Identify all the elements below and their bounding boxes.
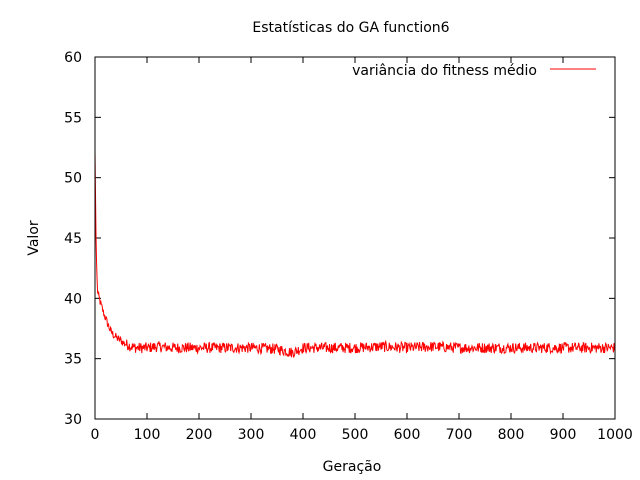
legend-label: variância do fitness médio [352, 63, 537, 79]
x-tick-label: 500 [342, 427, 369, 443]
series-layer [94, 151, 616, 358]
y-tick-label: 60 [64, 50, 82, 66]
x-tick-label: 600 [394, 427, 421, 443]
y-axis-title: Valor [26, 220, 42, 256]
y-tick-label: 55 [64, 110, 82, 126]
x-tick-label: 800 [498, 427, 525, 443]
y-tick-label: 30 [64, 412, 82, 428]
x-tick-label: 700 [446, 427, 473, 443]
series-line-variancia [94, 151, 616, 358]
y-tick-label: 45 [64, 231, 82, 247]
y-tick-label: 40 [64, 291, 82, 307]
y-tick-label: 35 [64, 352, 82, 368]
x-tick-label: 0 [91, 427, 100, 443]
x-tick-label: 200 [186, 427, 213, 443]
legend: variância do fitness médio [352, 63, 596, 79]
x-tick-label: 100 [134, 427, 161, 443]
chart-title: Estatísticas do GA function6 [252, 20, 449, 36]
x-tick-label: 400 [290, 427, 317, 443]
plot-frame [94, 56, 616, 420]
tick-labels-layer: 0 100 200 300 400 500 600 700 800 900 1000 30 35 40 45… [64, 50, 633, 443]
x-tick-label: 1000 [597, 427, 633, 443]
x-tick-label: 900 [550, 427, 577, 443]
y-tick-label: 50 [64, 171, 82, 187]
x-tick-label: 300 [238, 427, 265, 443]
ticks-layer [94, 56, 616, 420]
x-axis-title: Geração [323, 459, 382, 475]
